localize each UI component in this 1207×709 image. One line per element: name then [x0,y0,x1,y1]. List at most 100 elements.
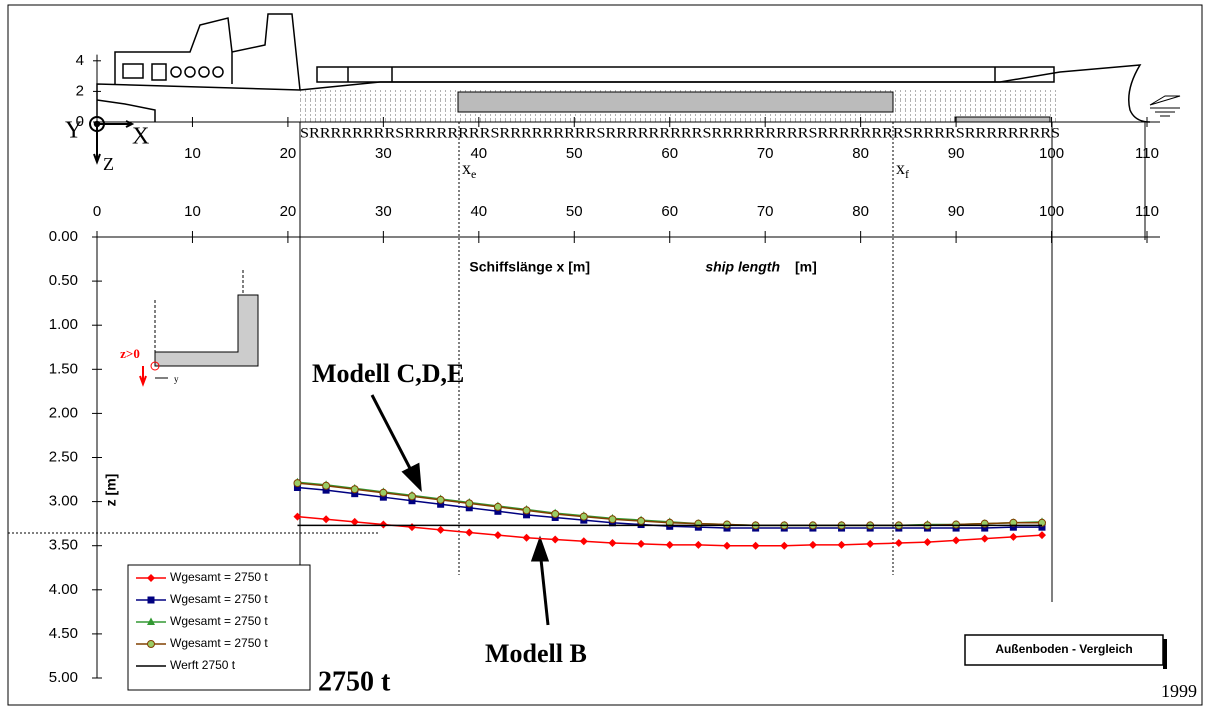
x-tick-label: 40 [470,203,487,220]
y-tick-label: 2.50 [49,448,78,465]
inset [139,270,259,387]
section-symbol: x [462,158,471,178]
ship-x-tick-label: 70 [757,145,774,162]
marker [465,499,474,508]
x-axis-title: Schiffslänge x [m] [469,259,590,275]
y-tick-label: 5.00 [49,669,78,686]
annotation: 2750 t [318,666,391,697]
marker [523,511,531,519]
marker [147,596,155,604]
legend-label: Werft 2750 t [170,658,236,672]
ship-x-tick-label: 40 [470,145,487,162]
x-tick-label: 20 [280,203,297,220]
x-tick-label: 30 [375,203,392,220]
marker [493,502,502,511]
x-tick-label: 0 [93,203,101,220]
marker [465,528,474,537]
x-tick-label: 80 [852,203,869,220]
x-axis-title-unit: [m] [795,259,817,275]
ship-x-tick-label: 90 [948,145,965,162]
ship-y-tick-label: 0 [76,113,84,130]
marker [1038,523,1046,531]
y-tick-label: 3.50 [49,537,78,554]
section-subscript: e [471,167,476,181]
marker [665,518,674,527]
marker [608,539,617,548]
y-tick-label: 0.50 [49,272,78,289]
x-tick-label: 70 [757,203,774,220]
y-tick-label: 4.50 [49,625,78,642]
marker [379,488,388,497]
marker [723,541,731,550]
marker [952,536,961,545]
ship-drawing [89,13,1181,165]
ship-y-tick-label: 2 [76,82,84,99]
section-label: xf [896,158,909,181]
marker [894,539,903,548]
marker [952,520,961,529]
marker [322,486,330,494]
marker [522,506,531,515]
marker [379,520,388,529]
marker [579,512,588,521]
section-subscript: f [905,167,909,181]
marker [494,507,502,515]
x-tick-label: 100 [1039,203,1064,220]
year: 1999 [1161,681,1197,701]
section-symbol: x [896,158,905,178]
marker [436,525,445,534]
ship-x-tick-label: 20 [280,145,297,162]
ship-x-tick-label: 80 [852,145,869,162]
marker [147,617,155,625]
y-tick-label: 1.50 [49,360,78,377]
frame-labels: SRRRRRRRRSRRRRRRRRSRRRRRRRRRSRRRRRRRRRSR… [300,125,1060,141]
marker [723,520,731,529]
marker [147,640,155,648]
marker [551,509,560,518]
axis-symbol: X [132,124,149,150]
ship-x-tick-label: 110 [1135,145,1159,162]
marker [980,534,989,543]
marker [923,538,932,547]
annotation-arrows [370,394,550,626]
marker [408,523,416,532]
marker [1009,523,1017,531]
section-label: xe [462,158,476,181]
marker [408,497,416,505]
marker [322,481,331,490]
marker [379,493,387,501]
marker [350,485,359,494]
ship-x-tick-label: 60 [661,145,678,162]
frame [7,4,1203,706]
marker [493,531,502,540]
marker [437,500,445,508]
y-axis-title: z [m] [103,474,119,507]
note: Außenboden - Vergleich [995,642,1132,656]
x-tick-label: 50 [566,203,583,220]
legend-label: Wgesamt = 2750 t [170,614,268,628]
marker [1038,531,1046,540]
marker [665,540,674,549]
marker [322,515,331,524]
marker [408,492,416,501]
marker [780,541,789,550]
marker [465,504,473,512]
marker [1038,518,1046,527]
y-tick-label: 0.00 [49,228,78,245]
inset-z-label: z>0 [120,346,140,361]
legend-label: Wgesamt = 2750 t [170,592,268,606]
marker [293,479,302,488]
axis-symbol: Y [65,118,82,144]
y-tick-label: 2.00 [49,404,78,421]
marker [579,537,588,546]
x-tick-label: 90 [948,203,965,220]
x-axis-title-en: ship length [705,259,780,275]
marker [981,524,989,532]
marker [522,533,531,542]
marker [551,535,560,544]
legend-box [127,564,311,691]
marker [637,517,646,526]
marker [351,490,359,498]
x-tick-label: 110 [1135,203,1159,220]
